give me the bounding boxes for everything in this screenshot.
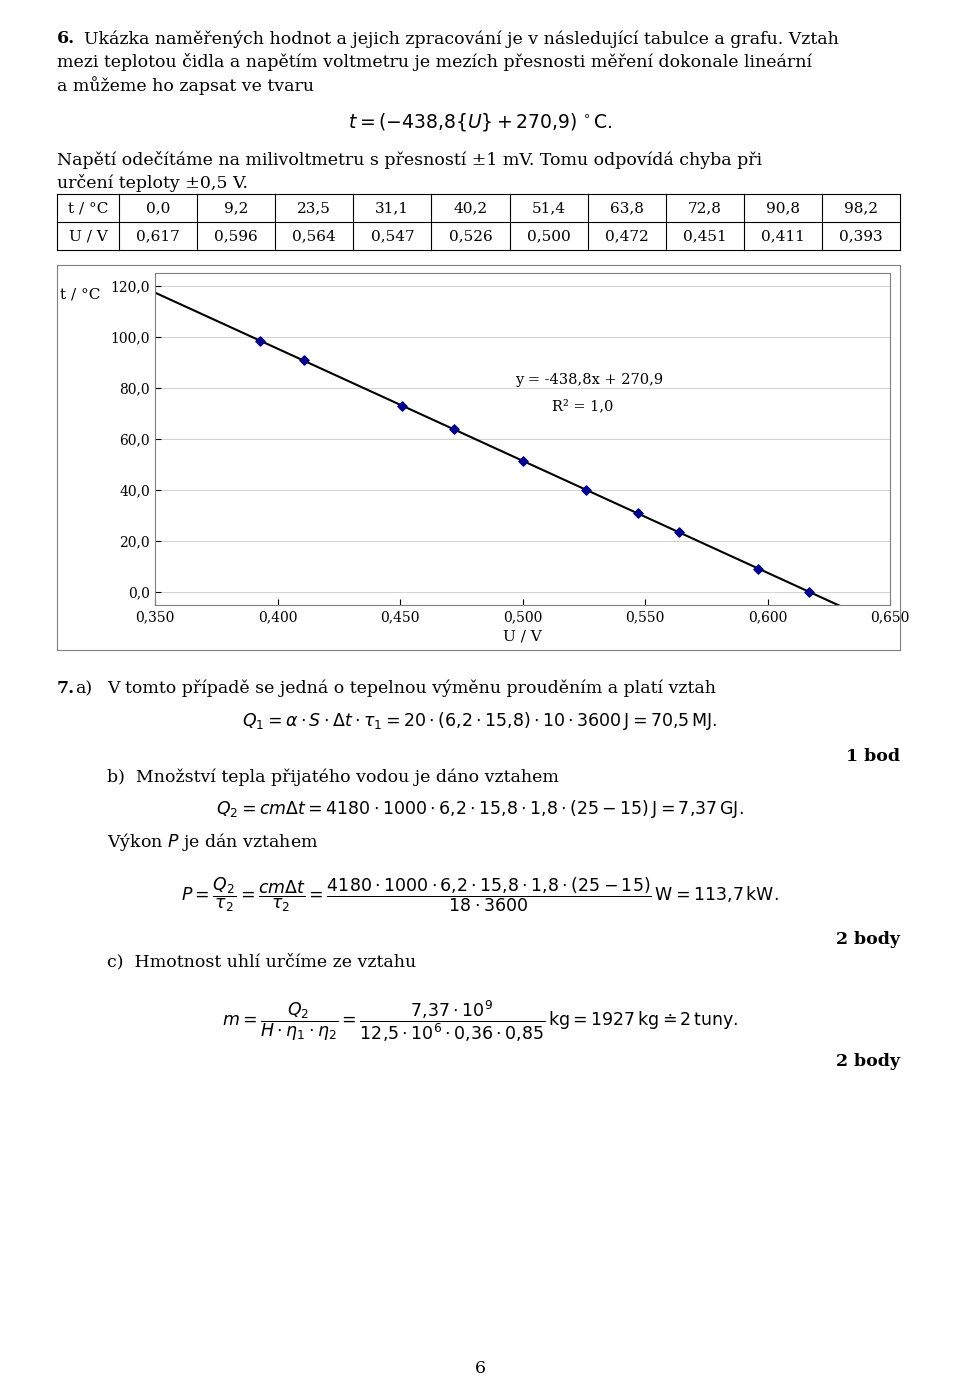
X-axis label: U / V: U / V	[503, 629, 541, 644]
Point	[630, 501, 645, 523]
Text: U / V: U / V	[68, 229, 108, 243]
Point	[802, 582, 817, 604]
Text: t / °C: t / °C	[60, 287, 101, 303]
Text: určení teploty ±0,5 V.: určení teploty ±0,5 V.	[57, 174, 248, 192]
Text: $P = \dfrac{Q_2}{\tau_2} = \dfrac{cm\Delta t}{\tau_2} = \dfrac{4180 \cdot 1000 \: $P = \dfrac{Q_2}{\tau_2} = \dfrac{cm\Del…	[181, 876, 779, 915]
Point	[515, 450, 530, 472]
Point	[252, 330, 268, 353]
Text: 1 bod: 1 bod	[846, 748, 900, 765]
Text: b)  Množství tepla přijatého vodou je dáno vztahem: b) Množství tepla přijatého vodou je dán…	[107, 768, 559, 786]
Text: 72,8: 72,8	[687, 201, 722, 215]
Text: 40,2: 40,2	[453, 201, 488, 215]
Text: 0,472: 0,472	[605, 229, 649, 243]
Text: 0,596: 0,596	[214, 229, 258, 243]
Text: $t = (-438{,}8\{U\} + 270{,}9)\,^\circ\mathrm{C}.$: $t = (-438{,}8\{U\} + 270{,}9)\,^\circ\m…	[348, 111, 612, 133]
Text: V tomto případě se jedná o tepelnou výměnu prouděním a platí vztah: V tomto případě se jedná o tepelnou výmě…	[107, 680, 716, 698]
Text: 0,393: 0,393	[839, 229, 883, 243]
Text: Napětí odečítáme na milivoltmetru s přesností ±1 mV. Tomu odpovídá chyba při: Napětí odečítáme na milivoltmetru s přes…	[57, 151, 762, 169]
Text: 0,0: 0,0	[146, 201, 170, 215]
Text: a můžeme ho zapsat ve tvaru: a můžeme ho zapsat ve tvaru	[57, 76, 314, 94]
Text: Výkon $P$ je dán vztahem: Výkon $P$ je dán vztahem	[107, 831, 319, 854]
Text: 9,2: 9,2	[224, 201, 249, 215]
Text: 23,5: 23,5	[298, 201, 331, 215]
Text: 0,411: 0,411	[761, 229, 804, 243]
Text: 2 body: 2 body	[836, 931, 900, 948]
Text: 0,547: 0,547	[371, 229, 414, 243]
Text: 0,526: 0,526	[448, 229, 492, 243]
Point	[297, 350, 312, 372]
Text: t / °C: t / °C	[68, 201, 108, 215]
Text: 51,4: 51,4	[532, 201, 565, 215]
Text: 0,617: 0,617	[136, 229, 180, 243]
Text: 90,8: 90,8	[766, 201, 800, 215]
Text: 31,1: 31,1	[375, 201, 409, 215]
Text: 6.: 6.	[57, 31, 75, 47]
Point	[395, 396, 410, 418]
Text: 0,500: 0,500	[527, 229, 570, 243]
Text: 6: 6	[474, 1360, 486, 1377]
Point	[579, 479, 594, 501]
Point	[672, 520, 687, 543]
Text: 63,8: 63,8	[610, 201, 643, 215]
Text: a): a)	[75, 680, 92, 697]
Text: $Q_1 = \alpha \cdot S \cdot \Delta t \cdot \tau_1 = 20 \cdot (6{,}2 \cdot 15{,}8: $Q_1 = \alpha \cdot S \cdot \Delta t \cd…	[242, 711, 718, 731]
Point	[446, 418, 462, 440]
Text: 98,2: 98,2	[844, 201, 878, 215]
Text: 2 body: 2 body	[836, 1053, 900, 1070]
Text: Ukázka naměřených hodnot a jejich zpracování je v následující tabulce a grafu. V: Ukázka naměřených hodnot a jejich zpraco…	[84, 31, 839, 47]
Point	[750, 558, 765, 580]
Text: $m = \dfrac{Q_2}{H \cdot \eta_1 \cdot \eta_2} = \dfrac{7{,}37 \cdot 10^9}{12{,}5: $m = \dfrac{Q_2}{H \cdot \eta_1 \cdot \e…	[222, 998, 738, 1044]
Text: $Q_2 = cm\Delta t = 4180 \cdot 1000 \cdot 6{,}2 \cdot 15{,}8 \cdot 1{,}8 \cdot (: $Q_2 = cm\Delta t = 4180 \cdot 1000 \cdo…	[216, 798, 744, 820]
Text: R² = 1,0: R² = 1,0	[552, 398, 613, 412]
Text: mezi teplotou čidla a napětím voltmetru je mezích přesnosti měření dokonale line: mezi teplotou čidla a napětím voltmetru …	[57, 53, 812, 71]
Text: c)  Hmotnost uhlí určíme ze vztahu: c) Hmotnost uhlí určíme ze vztahu	[107, 954, 416, 970]
Text: 0,564: 0,564	[293, 229, 336, 243]
Text: 0,451: 0,451	[683, 229, 727, 243]
Text: 7.: 7.	[57, 680, 75, 697]
Text: y = -438,8x + 270,9: y = -438,8x + 270,9	[516, 373, 663, 387]
